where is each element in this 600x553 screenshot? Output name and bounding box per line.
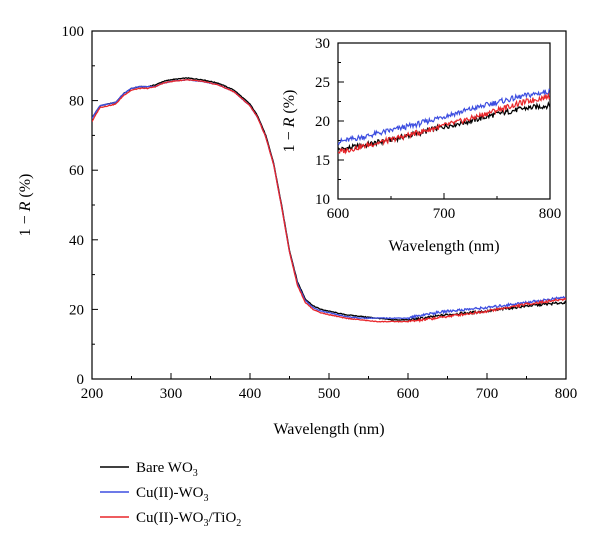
- inset-y-tick-label: 15: [315, 153, 330, 169]
- inset-series-line: [338, 92, 550, 155]
- main-x-tick-label: 500: [318, 386, 341, 402]
- inset-x-tick-label: 600: [327, 206, 350, 222]
- main-y-tick-label: 100: [62, 24, 85, 40]
- legend-label: Cu(II)-WO3/TiO2: [136, 510, 241, 529]
- legend-label: Cu(II)-WO3: [136, 485, 208, 504]
- legend: Bare WO3 Cu(II)-WO3 Cu(II)-WO3/TiO2: [100, 460, 241, 529]
- main-plot: 200 300 400 500 600 700 800 0 20 40 60 80 100 Wavelen…: [17, 24, 577, 438]
- main-x-tick-label: 300: [160, 386, 183, 402]
- inset-x-tick-label: 700: [433, 206, 456, 222]
- main-x-tick-label: 200: [81, 386, 104, 402]
- main-y-tick-label: 20: [69, 302, 84, 318]
- inset-y-tick-label: 25: [315, 75, 330, 91]
- main-series-line: [92, 79, 566, 323]
- main-x-tick-label: 700: [476, 386, 499, 402]
- inset-y-tick-label: 20: [315, 114, 330, 130]
- inset-series-line: [338, 88, 550, 146]
- main-x-tick-label: 400: [239, 386, 262, 402]
- inset-series-line: [338, 100, 550, 154]
- inset-y-axis-title: 1 − R (%): [281, 90, 298, 153]
- inset-plot: 600 700 800 10 15 20 25 30 Wavelength (nm) 1 − R …: [281, 36, 561, 255]
- main-y-axis-title: 1 − R (%): [17, 174, 34, 237]
- main-y-tick-label: 60: [69, 163, 84, 179]
- inset-background: [338, 43, 550, 199]
- main-y-tick-label: 0: [77, 372, 85, 388]
- main-y-tick-label: 80: [69, 94, 84, 110]
- inset-y-tick-label: 10: [315, 192, 330, 208]
- main-y-tick-label: 40: [69, 233, 84, 249]
- inset-y-tick-label: 30: [315, 36, 330, 52]
- main-x-tick-label: 800: [555, 386, 578, 402]
- inset-x-tick-label: 800: [539, 206, 562, 222]
- legend-label: Bare WO3: [136, 460, 198, 479]
- main-x-tick-label: 600: [397, 386, 420, 402]
- inset-x-axis-title: Wavelength (nm): [388, 238, 499, 255]
- main-x-axis-title: Wavelength (nm): [273, 421, 384, 438]
